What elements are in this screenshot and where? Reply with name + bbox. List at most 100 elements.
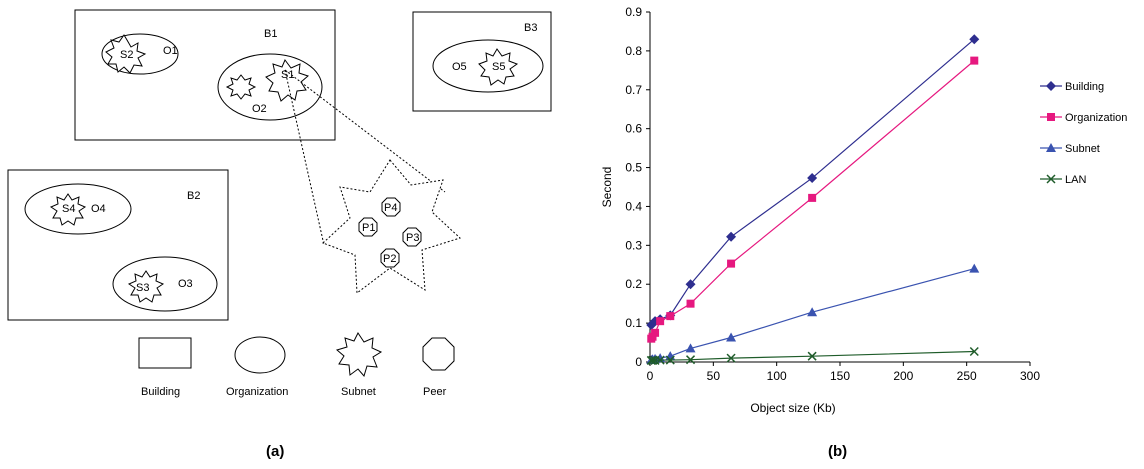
data-point (808, 193, 817, 202)
data-point (685, 279, 696, 290)
data-point (685, 343, 696, 353)
legend-label: Subnet (1065, 143, 1100, 155)
subnet-s1-label: S1 (281, 69, 294, 81)
data-point (726, 353, 736, 363)
data-point (726, 332, 737, 342)
y-tick-label: 0.9 (625, 5, 642, 19)
zoom-line-bottom (284, 69, 325, 246)
legend-label: Organization (1065, 112, 1127, 124)
subnet-enlarged (322, 159, 461, 294)
peer-p3: P3 (402, 227, 422, 247)
peer-p2-label: P2 (383, 253, 396, 265)
data-point (651, 328, 660, 337)
building-b2-label: B2 (187, 190, 200, 202)
building-b1-label: B1 (264, 28, 277, 40)
peer-p4: P4 (381, 197, 401, 217)
caption-b: (b) (828, 443, 847, 460)
organization-o2 (217, 53, 323, 121)
subnet-s1 (265, 59, 309, 102)
caption-a: (a) (266, 443, 284, 460)
x-tick-label: 300 (1020, 369, 1040, 383)
chart-series (646, 34, 980, 365)
y-tick-label: 0.1 (625, 316, 642, 330)
legend-organization-shape (234, 336, 286, 374)
y-tick-label: 0.4 (625, 199, 642, 213)
data-point (665, 355, 675, 365)
x-tick-label: 50 (707, 369, 721, 383)
subnet-s5-label: S5 (492, 61, 505, 73)
organization-o1-label: O1 (163, 45, 178, 57)
subnet-s5 (478, 48, 519, 86)
legend-marker (1046, 174, 1056, 184)
subnet-small (225, 74, 257, 100)
series-lan (646, 346, 979, 365)
organization-o4 (24, 183, 132, 235)
y-tick-label: 0.8 (625, 44, 642, 58)
peer-p1-label: P1 (362, 222, 375, 234)
legend-item-subnet: Subnet (1040, 143, 1100, 155)
zoom-line-top (284, 69, 446, 193)
data-point (807, 173, 818, 184)
data-point (686, 355, 696, 365)
legend-label: LAN (1065, 174, 1086, 186)
subnet-s2 (105, 34, 147, 74)
data-point (807, 307, 818, 317)
peer-p2: P2 (380, 248, 400, 268)
data-point (969, 346, 979, 357)
legend-peer-label: Peer (423, 386, 447, 398)
series-organization (647, 56, 979, 343)
x-tick-label: 250 (957, 369, 977, 383)
subnet-s3 (127, 270, 165, 303)
subnet-s2-label: S2 (120, 49, 133, 61)
legend-item-lan: LAN (1040, 174, 1086, 186)
legend-item-organization: Organization (1040, 112, 1127, 124)
latency-chart: 0 0.1 0.2 0.3 0.4 0.5 0.6 0.7 0.8 0.9 0 50 100 150 200… (600, 5, 1127, 460)
data-point (646, 355, 656, 365)
organization-o1 (101, 33, 179, 75)
y-tick-label: 0.2 (625, 277, 642, 291)
data-point (648, 355, 658, 365)
y-axis-title: Second (600, 167, 614, 208)
building-b3-label: B3 (524, 22, 537, 34)
peer-p1: P1 (358, 217, 378, 237)
organization-o5 (432, 39, 544, 93)
organization-o2-label: O2 (252, 103, 267, 115)
x-tick-label: 200 (893, 369, 913, 383)
chart-legend: Building Organization Subnet LAN (1040, 81, 1127, 186)
data-point (655, 355, 665, 365)
data-point (727, 259, 736, 268)
data-point (970, 56, 979, 65)
series-subnet (646, 263, 980, 365)
legend-building-shape (138, 337, 192, 369)
y-tick-label: 0.3 (625, 238, 642, 252)
organization-o3-label: O3 (178, 278, 193, 290)
legend-label: Building (1065, 81, 1104, 93)
peer-p4-label: P4 (384, 202, 397, 214)
legend-subnet-label: Subnet (341, 386, 376, 398)
y-tick-label: 0 (635, 355, 642, 369)
y-tick-label: 0.5 (625, 161, 642, 175)
hierarchy-diagram: B1 O1 S2 O2 S1 B3 O5 S5 B2 O4 S4 O3 S3 P… (7, 9, 552, 460)
data-point (666, 312, 675, 321)
data-point (969, 34, 980, 45)
subnet-s4-label: S4 (62, 203, 75, 215)
legend-marker (1047, 113, 1055, 121)
legend-item-building: Building (1040, 81, 1104, 93)
building-b3 (412, 11, 552, 112)
legend-marker (1046, 81, 1056, 91)
subnet-s3-label: S3 (136, 282, 149, 294)
building-b1 (74, 9, 336, 141)
data-point (686, 299, 695, 308)
series-building (646, 34, 980, 331)
legend-organization-label: Organization (226, 386, 288, 398)
legend-subnet-shape (335, 332, 383, 378)
chart-axes: 0 0.1 0.2 0.3 0.4 0.5 0.6 0.7 0.8 0.9 0 50 100 150 200… (625, 5, 1040, 383)
x-tick-label: 0 (647, 369, 654, 383)
y-tick-label: 0.7 (625, 83, 642, 97)
organization-o5-label: O5 (452, 61, 467, 73)
x-tick-label: 150 (830, 369, 850, 383)
data-point (969, 263, 980, 273)
data-point (726, 231, 737, 242)
peer-p3-label: P3 (406, 232, 419, 244)
data-point (807, 351, 817, 361)
